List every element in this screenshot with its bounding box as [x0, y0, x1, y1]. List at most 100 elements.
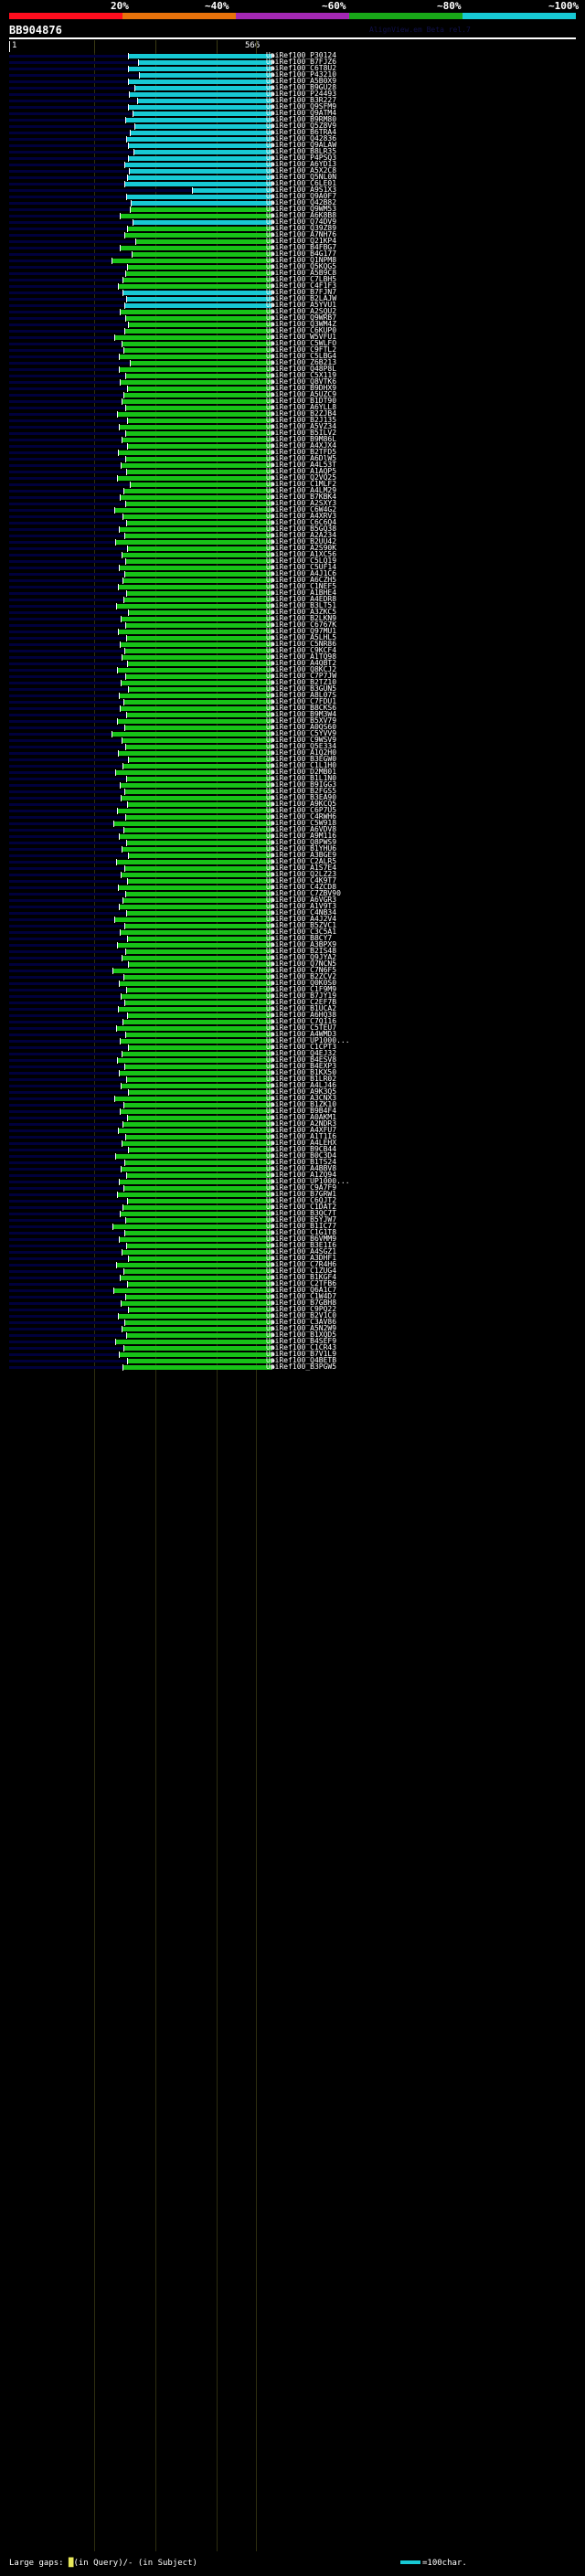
hit-accession-label[interactable]: UniRef100_A6HQ38 — [266, 1011, 337, 1019]
hit-accession-label[interactable]: UniRef100_B7FJZ6 — [266, 58, 337, 66]
hit-accession-label[interactable]: UniRef100_Q9ALAW — [266, 141, 337, 149]
hsp-bar[interactable] — [129, 1308, 271, 1312]
hit-accession-label[interactable]: UniRef100_A1XC56 — [266, 550, 337, 558]
table-row[interactable]: UniRef100_Q3WM4Z — [0, 320, 585, 328]
hsp-bar[interactable] — [131, 361, 271, 366]
table-row[interactable]: UniRef100_Q2VQ25 — [0, 473, 585, 482]
hsp-bar[interactable] — [126, 949, 271, 954]
table-row[interactable]: UniRef100_B4FBG7 — [0, 243, 585, 251]
hit-accession-label[interactable]: UniRef100_A1S7E4 — [266, 864, 337, 872]
table-row[interactable]: UniRef100_C6W4G2 — [0, 505, 585, 514]
hsp-bar[interactable] — [122, 463, 271, 468]
hit-accession-label[interactable]: UniRef100_UP1000... — [266, 1036, 350, 1044]
table-row[interactable]: UniRef100_C5TEU7 — [0, 1023, 585, 1032]
hsp-bar[interactable] — [126, 406, 271, 410]
hsp-bar[interactable] — [139, 60, 271, 65]
table-row[interactable]: UniRef100_A4XFU7 — [0, 1126, 585, 1134]
hsp-bar[interactable] — [119, 585, 271, 589]
hit-accession-label[interactable]: UniRef100_C5X119 — [266, 371, 337, 379]
table-row[interactable]: UniRef100_C5LBG4 — [0, 352, 585, 360]
hit-accession-label[interactable]: UniRef100_Q9WRB7 — [266, 313, 337, 322]
hsp-bar[interactable] — [128, 444, 271, 449]
hit-accession-label[interactable]: UniRef100_B2FGS5 — [266, 787, 337, 795]
table-row[interactable]: UniRef100_B9M86L — [0, 435, 585, 443]
hsp-bar[interactable] — [133, 252, 271, 257]
hsp-bar[interactable] — [121, 1212, 271, 1216]
table-row[interactable]: UniRef100_Q39Z89 — [0, 224, 585, 232]
hit-accession-label[interactable]: UniRef100_B1DT90 — [266, 397, 337, 405]
table-row[interactable]: UniRef100_B9B4F4 — [0, 1107, 585, 1115]
table-row[interactable]: UniRef100_A4BBV8 — [0, 1164, 585, 1172]
table-row[interactable]: UniRef100_B8LR35 — [0, 147, 585, 155]
table-row[interactable]: UniRef100_C1L1H0 — [0, 761, 585, 769]
hsp-bar[interactable] — [123, 1122, 271, 1127]
hsp-bar[interactable] — [131, 207, 271, 212]
hit-accession-label[interactable]: UniRef100_B4FBG7 — [266, 243, 337, 251]
hit-accession-label[interactable]: UniRef100_B9RM80 — [266, 115, 337, 123]
table-row[interactable]: UniRef100_C6C6Q4 — [0, 518, 585, 526]
table-row[interactable]: UniRef100_C3C5A1 — [0, 928, 585, 936]
hit-accession-label[interactable]: UniRef100_B9B4F4 — [266, 1107, 337, 1115]
hit-accession-label[interactable]: UniRef100_Q5KQG5 — [266, 262, 337, 270]
table-row[interactable]: UniRef100_B9DHX9 — [0, 384, 585, 392]
table-row[interactable]: UniRef100_B1ZK10 — [0, 1100, 585, 1108]
hit-accession-label[interactable]: UniRef100_P30124 — [266, 51, 337, 59]
table-row[interactable]: UniRef100_C5WLFO — [0, 339, 585, 347]
hsp-bar[interactable] — [129, 758, 271, 762]
hsp-bar[interactable] — [129, 1256, 271, 1261]
hsp-bar[interactable] — [126, 118, 271, 122]
hit-accession-label[interactable]: UniRef100_B0C3D4 — [266, 1151, 337, 1160]
table-row[interactable]: UniRef100_C5LQ19 — [0, 557, 585, 565]
table-row[interactable]: UniRef100_A1T1I6 — [0, 1132, 585, 1140]
hit-accession-label[interactable]: UniRef100_C2TFB6 — [266, 1279, 337, 1288]
table-row[interactable]: UniRef100_Q8PWS9 — [0, 838, 585, 846]
hit-accession-label[interactable]: UniRef100_A1T1I6 — [266, 1132, 337, 1140]
table-row[interactable]: UniRef100_C1G1T8 — [0, 1228, 585, 1236]
hit-accession-label[interactable]: UniRef100_A4XFU7 — [266, 1126, 337, 1134]
hsp-bar[interactable] — [128, 1359, 271, 1363]
hit-accession-label[interactable]: UniRef100_A2A234 — [266, 531, 337, 539]
table-row[interactable]: UniRef100_A5X2C8 — [0, 166, 585, 175]
table-row[interactable]: UniRef100_A4LJ46 — [0, 1081, 585, 1089]
hsp-bar[interactable] — [119, 284, 271, 289]
hit-accession-label[interactable]: UniRef100_C1L1H0 — [266, 761, 337, 769]
table-row[interactable]: UniRef100_Q4BETB — [0, 1356, 585, 1364]
table-row[interactable]: UniRef100_Q9WM53 — [0, 205, 585, 213]
hit-accession-label[interactable]: UniRef100_UP1000... — [266, 1177, 350, 1185]
table-row[interactable]: UniRef100_B2IS48 — [0, 947, 585, 955]
hsp-bar[interactable] — [127, 713, 271, 717]
hit-accession-label[interactable]: UniRef100_B2LKN9 — [266, 614, 337, 622]
table-row[interactable]: UniRef100_A5YVU1 — [0, 301, 585, 309]
hsp-bar[interactable] — [121, 310, 271, 314]
table-row[interactable]: UniRef100_C1CPT3 — [0, 1043, 585, 1051]
hit-accession-label[interactable]: UniRef100_A1V9T3 — [266, 902, 337, 910]
hit-accession-label[interactable]: UniRef100_A6K8B8 — [266, 211, 337, 219]
table-row[interactable]: UniRef100_B5ZVC1 — [0, 921, 585, 929]
table-row[interactable]: UniRef100_C7FDU1 — [0, 697, 585, 705]
hsp-bar[interactable] — [124, 598, 271, 602]
hsp-bar[interactable] — [121, 1276, 271, 1280]
hsp-bar[interactable] — [126, 431, 271, 436]
hit-accession-label[interactable]: UniRef100_B9GU28 — [266, 83, 337, 91]
table-row[interactable]: UniRef100_B2ZJB4 — [0, 409, 585, 418]
hsp-bar[interactable] — [128, 937, 271, 941]
hsp-bar[interactable] — [125, 726, 271, 730]
hit-accession-label[interactable]: UniRef100_B4SEF9 — [266, 1337, 337, 1345]
hit-accession-label[interactable]: UniRef100_C6LE01 — [266, 179, 337, 187]
table-row[interactable]: UniRef100_A1TQ98 — [0, 652, 585, 661]
hit-accession-label[interactable]: UniRef100_C5YVV9 — [266, 729, 337, 737]
hsp-bar[interactable] — [127, 1077, 271, 1082]
hsp-bar[interactable] — [126, 316, 271, 321]
hsp-bar[interactable] — [125, 1001, 271, 1005]
hit-accession-label[interactable]: UniRef100_B5GQ38 — [266, 525, 337, 533]
table-row[interactable]: UniRef100_A4SGZ1 — [0, 1247, 585, 1256]
hsp-bar[interactable] — [119, 630, 271, 634]
hsp-bar[interactable] — [112, 732, 271, 737]
table-row[interactable]: UniRef100_A6K8B8 — [0, 211, 585, 219]
table-row[interactable]: UniRef100_Q97MU1 — [0, 627, 585, 635]
table-row[interactable]: UniRef100_A3ZKC5 — [0, 608, 585, 616]
hsp-bar[interactable] — [132, 201, 271, 206]
hit-accession-label[interactable]: UniRef100_Q9ATM4 — [266, 109, 337, 117]
table-row[interactable]: UniRef100_B1TS24 — [0, 1158, 585, 1166]
hit-accession-label[interactable]: UniRef100_B1UCA2 — [266, 1004, 337, 1012]
